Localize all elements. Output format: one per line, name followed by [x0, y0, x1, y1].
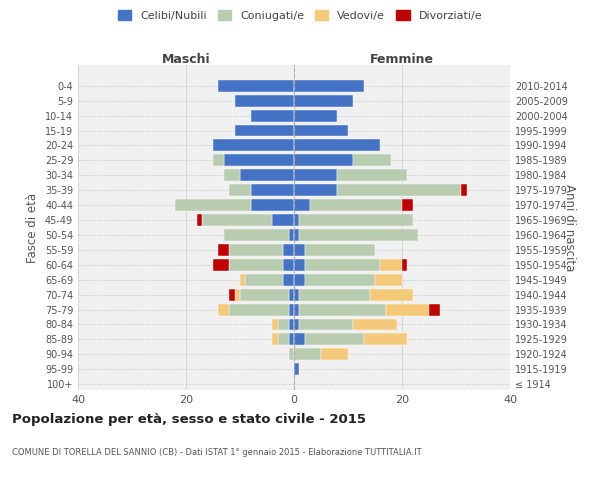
Bar [229, 259, 283, 271]
Bar [299, 318, 353, 330]
Bar [175, 199, 251, 211]
Bar [229, 184, 251, 196]
Bar [289, 229, 294, 241]
Bar [294, 364, 299, 375]
Bar [294, 199, 310, 211]
Bar [294, 184, 337, 196]
Bar [202, 214, 272, 226]
Bar [321, 348, 348, 360]
Bar [353, 318, 397, 330]
Bar [240, 170, 294, 181]
Bar [224, 229, 289, 241]
Bar [299, 214, 413, 226]
Bar [305, 274, 375, 285]
Text: COMUNE DI TORELLA DEL SANNIO (CB) - Dati ISTAT 1° gennaio 2015 - Elaborazione TU: COMUNE DI TORELLA DEL SANNIO (CB) - Dati… [12, 448, 422, 457]
Bar [294, 348, 321, 360]
Bar [251, 110, 294, 122]
Bar [294, 110, 337, 122]
Bar [218, 80, 294, 92]
Bar [353, 154, 391, 166]
Bar [461, 184, 467, 196]
Y-axis label: Fasce di età: Fasce di età [26, 192, 39, 262]
Bar [305, 259, 380, 271]
Bar [218, 304, 229, 316]
Bar [272, 214, 294, 226]
Bar [294, 274, 305, 285]
Bar [402, 199, 413, 211]
Y-axis label: Anni di nascita: Anni di nascita [563, 184, 576, 271]
Bar [294, 214, 299, 226]
Bar [294, 304, 299, 316]
Bar [299, 288, 370, 300]
Bar [229, 244, 283, 256]
Bar [299, 304, 386, 316]
Bar [240, 288, 289, 300]
Bar [370, 288, 413, 300]
Bar [278, 318, 289, 330]
Bar [213, 154, 224, 166]
Bar [289, 288, 294, 300]
Bar [294, 318, 299, 330]
Bar [224, 170, 240, 181]
Bar [224, 154, 294, 166]
Bar [278, 334, 289, 345]
Bar [305, 244, 375, 256]
Bar [289, 318, 294, 330]
Bar [235, 124, 294, 136]
Bar [235, 94, 294, 106]
Bar [294, 80, 364, 92]
Bar [229, 304, 289, 316]
Bar [213, 140, 294, 151]
Text: Maschi: Maschi [161, 54, 211, 66]
Bar [289, 334, 294, 345]
Bar [375, 274, 402, 285]
Bar [380, 259, 402, 271]
Bar [272, 318, 278, 330]
Bar [294, 229, 299, 241]
Bar [386, 304, 429, 316]
Bar [283, 244, 294, 256]
Bar [305, 334, 364, 345]
Bar [294, 124, 348, 136]
Bar [283, 274, 294, 285]
Bar [245, 274, 283, 285]
Bar [289, 348, 294, 360]
Bar [283, 259, 294, 271]
Bar [251, 184, 294, 196]
Bar [294, 170, 337, 181]
Bar [294, 154, 353, 166]
Bar [251, 199, 294, 211]
Bar [289, 304, 294, 316]
Text: Femmine: Femmine [370, 54, 434, 66]
Bar [294, 288, 299, 300]
Bar [299, 229, 418, 241]
Bar [272, 334, 278, 345]
Bar [218, 244, 229, 256]
Bar [294, 140, 380, 151]
Bar [294, 334, 305, 345]
Bar [337, 170, 407, 181]
Legend: Celibi/Nubili, Coniugati/e, Vedovi/e, Divorziati/e: Celibi/Nubili, Coniugati/e, Vedovi/e, Di… [113, 6, 487, 25]
Bar [294, 94, 353, 106]
Bar [364, 334, 407, 345]
Bar [229, 288, 235, 300]
Bar [337, 184, 461, 196]
Text: Popolazione per età, sesso e stato civile - 2015: Popolazione per età, sesso e stato civil… [12, 412, 366, 426]
Bar [235, 288, 240, 300]
Bar [294, 259, 305, 271]
Bar [402, 259, 407, 271]
Bar [197, 214, 202, 226]
Bar [429, 304, 440, 316]
Bar [240, 274, 245, 285]
Bar [213, 259, 229, 271]
Bar [294, 244, 305, 256]
Bar [310, 199, 402, 211]
